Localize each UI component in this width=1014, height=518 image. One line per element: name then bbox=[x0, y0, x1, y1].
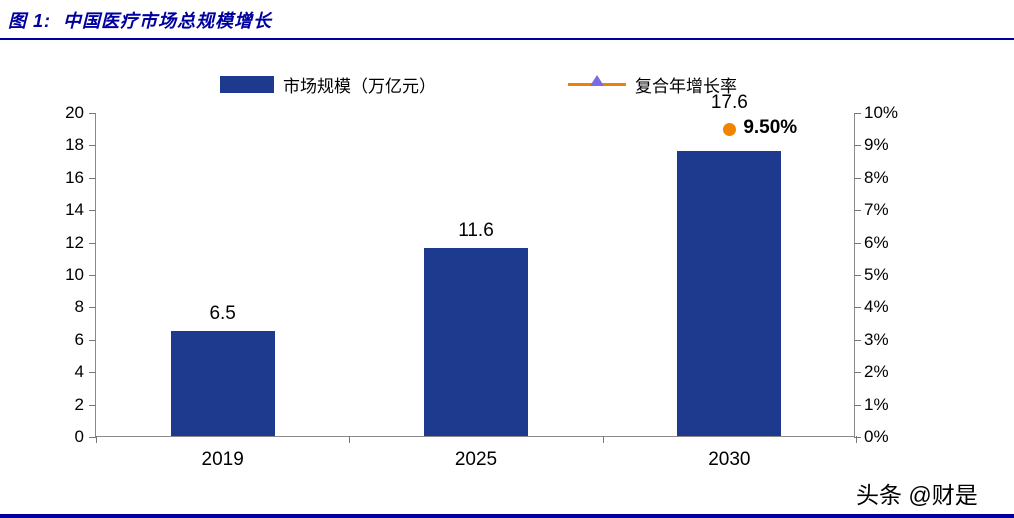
left-axis-tickmark bbox=[89, 275, 96, 276]
left-axis-tickmark bbox=[89, 437, 96, 438]
left-axis-tickmark bbox=[89, 372, 96, 374]
triangle-marker-icon bbox=[590, 75, 604, 86]
bar-value-label: 17.6 bbox=[710, 92, 748, 114]
right-axis-tick-label: 9% bbox=[864, 135, 889, 155]
left-axis-tick-label: 16 bbox=[65, 167, 84, 187]
watermark-text: 头条 @财是 bbox=[856, 482, 978, 508]
x-axis-tickmark bbox=[856, 436, 857, 443]
right-axis-tickmark bbox=[854, 177, 861, 179]
cagr-point bbox=[722, 122, 736, 136]
left-axis-tick-label: 18 bbox=[65, 135, 84, 155]
legend-item-market-size: 市场规模（万亿元） bbox=[220, 72, 436, 97]
x-axis-tickmark bbox=[602, 436, 604, 443]
cagr-value-label: 9.50% bbox=[743, 117, 798, 139]
right-axis-tickmark bbox=[854, 307, 861, 309]
right-axis-tick-label: 10% bbox=[864, 103, 899, 122]
bar-2019 bbox=[170, 330, 275, 436]
left-axis-tick-label: 6 bbox=[74, 329, 84, 349]
right-axis-tickmark bbox=[854, 113, 861, 114]
right-axis-tickmark bbox=[854, 339, 861, 341]
right-axis-tickmark bbox=[854, 372, 861, 374]
left-axis-tickmark bbox=[89, 113, 96, 114]
left-axis-tick-label: 8 bbox=[74, 297, 84, 317]
bottom-divider bbox=[0, 514, 1014, 518]
right-axis-tick-label: 6% bbox=[864, 232, 889, 252]
bar-2030 bbox=[677, 150, 782, 436]
right-axis-tickmark bbox=[854, 437, 861, 438]
x-axis-category-label: 2030 bbox=[708, 449, 751, 470]
right-axis-tick-label: 5% bbox=[864, 265, 889, 284]
right-axis-tick-label: 0% bbox=[864, 427, 889, 446]
left-axis-tick-label: 20 bbox=[65, 103, 84, 122]
bar-value-label: 11.6 bbox=[458, 220, 494, 242]
left-axis-tick-label: 10 bbox=[65, 265, 84, 284]
right-axis-tickmark bbox=[854, 275, 861, 276]
left-axis-tickmark bbox=[89, 404, 96, 406]
bar-legend-swatch bbox=[220, 76, 274, 93]
left-axis-tickmark bbox=[89, 177, 96, 179]
left-axis-tick-label: 0 bbox=[74, 427, 84, 446]
right-axis-tickmark bbox=[854, 242, 861, 244]
x-axis-category-label: 2025 bbox=[454, 449, 498, 470]
legend-label-cagr: 复合年增长率 bbox=[635, 77, 737, 96]
right-axis-tick-label: 8% bbox=[864, 167, 889, 187]
cagr-legend-line bbox=[568, 75, 626, 86]
x-axis-tickmark bbox=[96, 436, 97, 443]
legend-item-cagr: 复合年增长率 bbox=[568, 72, 737, 97]
bar-value-label: 6.5 bbox=[209, 302, 236, 324]
x-axis-tickmark bbox=[349, 436, 351, 443]
left-axis-tickmark bbox=[89, 242, 96, 244]
bar-2025 bbox=[424, 248, 528, 436]
left-axis-tick-label: 14 bbox=[65, 200, 84, 220]
right-axis-tick-label: 2% bbox=[864, 362, 889, 382]
right-axis-tickmark bbox=[854, 404, 861, 406]
left-axis-tickmark bbox=[89, 210, 96, 212]
left-axis-tickmark bbox=[89, 307, 96, 309]
right-axis-tick-label: 7% bbox=[864, 200, 889, 220]
left-axis-tickmark bbox=[89, 145, 96, 147]
top-divider bbox=[0, 38, 1014, 40]
right-axis-tickmark bbox=[854, 145, 861, 147]
left-axis-tick-label: 12 bbox=[65, 232, 84, 252]
right-axis-tick-label: 3% bbox=[864, 329, 889, 349]
left-axis-tickmark bbox=[89, 339, 96, 341]
legend-label-market-size: 市场规模（万亿元） bbox=[283, 77, 436, 96]
right-axis-tick-label: 4% bbox=[864, 297, 889, 317]
left-axis-tick-label: 4 bbox=[74, 362, 84, 382]
right-axis-tickmark bbox=[854, 210, 861, 212]
figure-title: 图 1: 中国医疗市场总规模增长 bbox=[8, 11, 273, 31]
right-axis-tick-label: 1% bbox=[864, 394, 889, 414]
chart-plot-area: 0 0% 2 1% 4 2% 6 3% 8 4% 10 5% 12 6% 14 7% 16 8% 18 9% 20 10%… bbox=[65, 93, 898, 470]
left-axis-tick-label: 2 bbox=[74, 394, 84, 414]
x-axis-category-label: 2019 bbox=[201, 449, 244, 470]
